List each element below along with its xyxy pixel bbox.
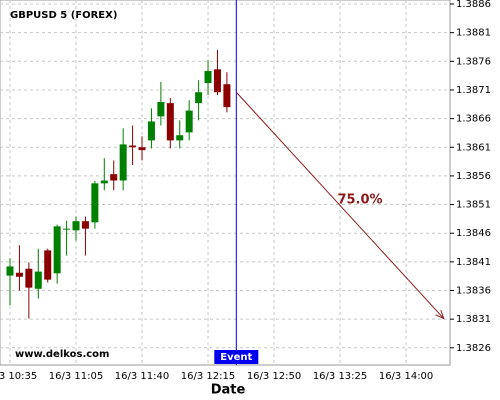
watermark: www.delkos.com (15, 349, 109, 360)
y-tick-label: 1.3866 (456, 114, 491, 125)
y-tick-label: 1.3851 (456, 200, 491, 211)
candle-body (44, 250, 52, 280)
candle-body (100, 180, 108, 184)
x-tick-label: 16/3 13:25 (313, 371, 367, 382)
x-tick-label: 16/3 14:00 (379, 371, 433, 382)
candle-body (15, 272, 23, 277)
candle-body (204, 71, 212, 84)
x-tick-label: 16/3 12:15 (181, 371, 235, 382)
y-tick-label: 1.3881 (456, 28, 491, 39)
x-tick-label: 16/3 11:40 (115, 371, 169, 382)
candle-body (81, 221, 89, 229)
candle-body (166, 103, 174, 141)
y-tick-label: 1.3846 (456, 228, 491, 239)
y-tick-label: 1.3856 (456, 171, 491, 182)
chart-title: GBPUSD 5 (FOREX) (10, 10, 117, 21)
y-tick-label: 1.3861 (456, 142, 491, 153)
x-tick-label: 16/3 11:05 (49, 371, 103, 382)
candle-body (34, 271, 42, 289)
candle-body (213, 69, 221, 93)
candle-body (147, 121, 155, 141)
candle-body (63, 228, 71, 230)
candle-body (6, 266, 14, 276)
candle-body (91, 183, 99, 223)
y-tick-label: 1.3871 (456, 85, 491, 96)
candle-body (25, 268, 33, 288)
candle-body (223, 84, 231, 108)
candle-body (129, 145, 137, 148)
prediction-label: 75.0% (337, 193, 382, 208)
candle-body (176, 135, 184, 141)
candle-body (119, 144, 127, 181)
x-tick-label: 16/3 10:35 (0, 371, 37, 382)
x-axis-label: Date (211, 383, 246, 398)
candle-body (110, 174, 118, 181)
candle-body (138, 147, 146, 151)
candle-body (185, 110, 193, 133)
y-tick-label: 1.3886 (456, 0, 491, 10)
y-tick-label: 1.3836 (456, 286, 491, 297)
candle-body (195, 92, 203, 104)
y-tick-label: 1.3826 (456, 343, 491, 354)
candle-body (53, 226, 61, 274)
x-tick-label: 16/3 12:50 (247, 371, 301, 382)
candle-body (157, 101, 165, 117)
event-label: Event (220, 352, 252, 363)
candle-body (72, 221, 80, 231)
y-tick-label: 1.3841 (456, 257, 491, 268)
y-tick-label: 1.3831 (456, 314, 491, 325)
event-box (214, 350, 259, 364)
plot-area (0, 0, 451, 366)
prediction-arrow (235, 91, 445, 319)
arrow-head (435, 309, 445, 320)
y-tick-label: 1.3876 (456, 56, 491, 67)
